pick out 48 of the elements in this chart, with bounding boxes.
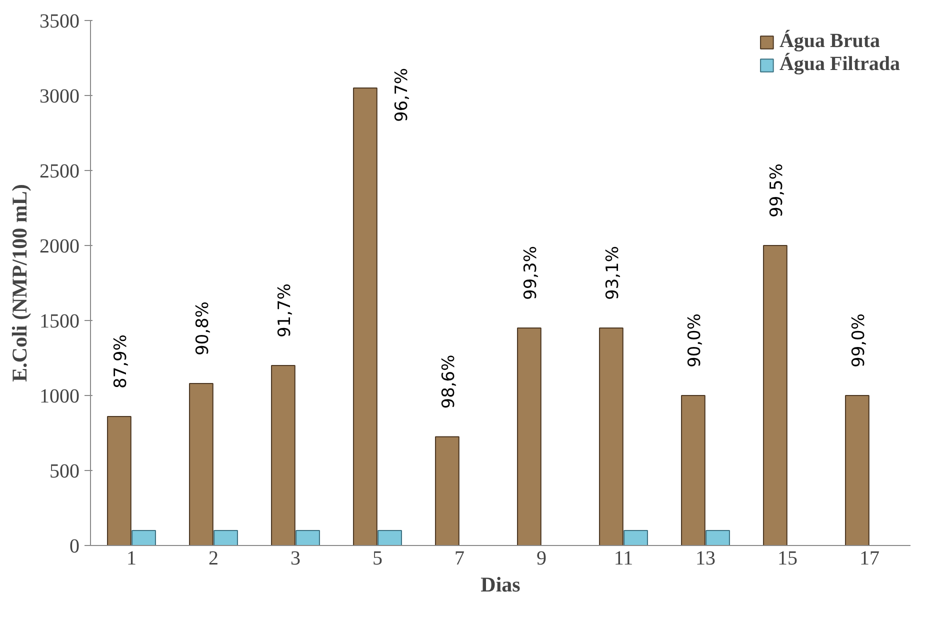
bar (296, 530, 320, 546)
bar (763, 245, 788, 546)
bar (681, 395, 706, 546)
bar (435, 436, 460, 546)
x-tick-label: 11 (614, 548, 634, 570)
y-tick-label: 500 (50, 460, 80, 482)
annotation: 91,7% (274, 283, 295, 338)
bar (378, 530, 402, 546)
bar (107, 416, 132, 546)
bar (271, 365, 296, 546)
annotation: 93,1% (602, 246, 623, 300)
legend-label: Água Bruta (779, 30, 880, 52)
y-tick-label: 0 (70, 536, 80, 558)
y-axis-title: E.Coli (NMP/100 mL) (8, 184, 32, 382)
annotation: 99,3% (520, 246, 541, 300)
bar (132, 530, 156, 546)
x-tick-label: 9 (536, 548, 546, 570)
bar (189, 383, 214, 546)
annotation: 98,6% (438, 354, 459, 409)
bar (214, 530, 238, 546)
y-tick-label: 2500 (40, 160, 80, 182)
y-tick-label: 1500 (40, 310, 80, 332)
x-tick-label: 13 (696, 548, 716, 570)
annotation: 90,0% (684, 313, 705, 368)
y-tick-label: 3000 (40, 86, 80, 108)
bar (517, 328, 542, 546)
y-tick-label: 3500 (40, 10, 80, 32)
x-tick-label: 7 (454, 548, 464, 570)
annotation: 90,8% (192, 301, 213, 356)
annotation: 99,5% (766, 163, 787, 218)
bar (353, 88, 378, 546)
y-tick-label: 1000 (40, 386, 80, 408)
x-tick-label: 1 (126, 548, 136, 570)
x-tick-label: 3 (290, 548, 300, 570)
bar (706, 530, 730, 546)
x-tick-label: 17 (860, 548, 880, 570)
bar (599, 328, 624, 546)
x-tick-label: 2 (208, 548, 218, 570)
y-tick-label: 2000 (40, 236, 80, 258)
annotation: 87,9% (110, 334, 131, 388)
bar (624, 530, 648, 546)
x-tick-label: 5 (372, 548, 382, 570)
legend-label: Água Filtrada (779, 53, 900, 76)
x-tick-label: 15 (778, 548, 798, 570)
annotation: 96,7% (392, 68, 412, 122)
x-axis-title: Dias (480, 572, 520, 596)
bar (845, 395, 870, 546)
annotation: 99,0% (848, 313, 869, 368)
